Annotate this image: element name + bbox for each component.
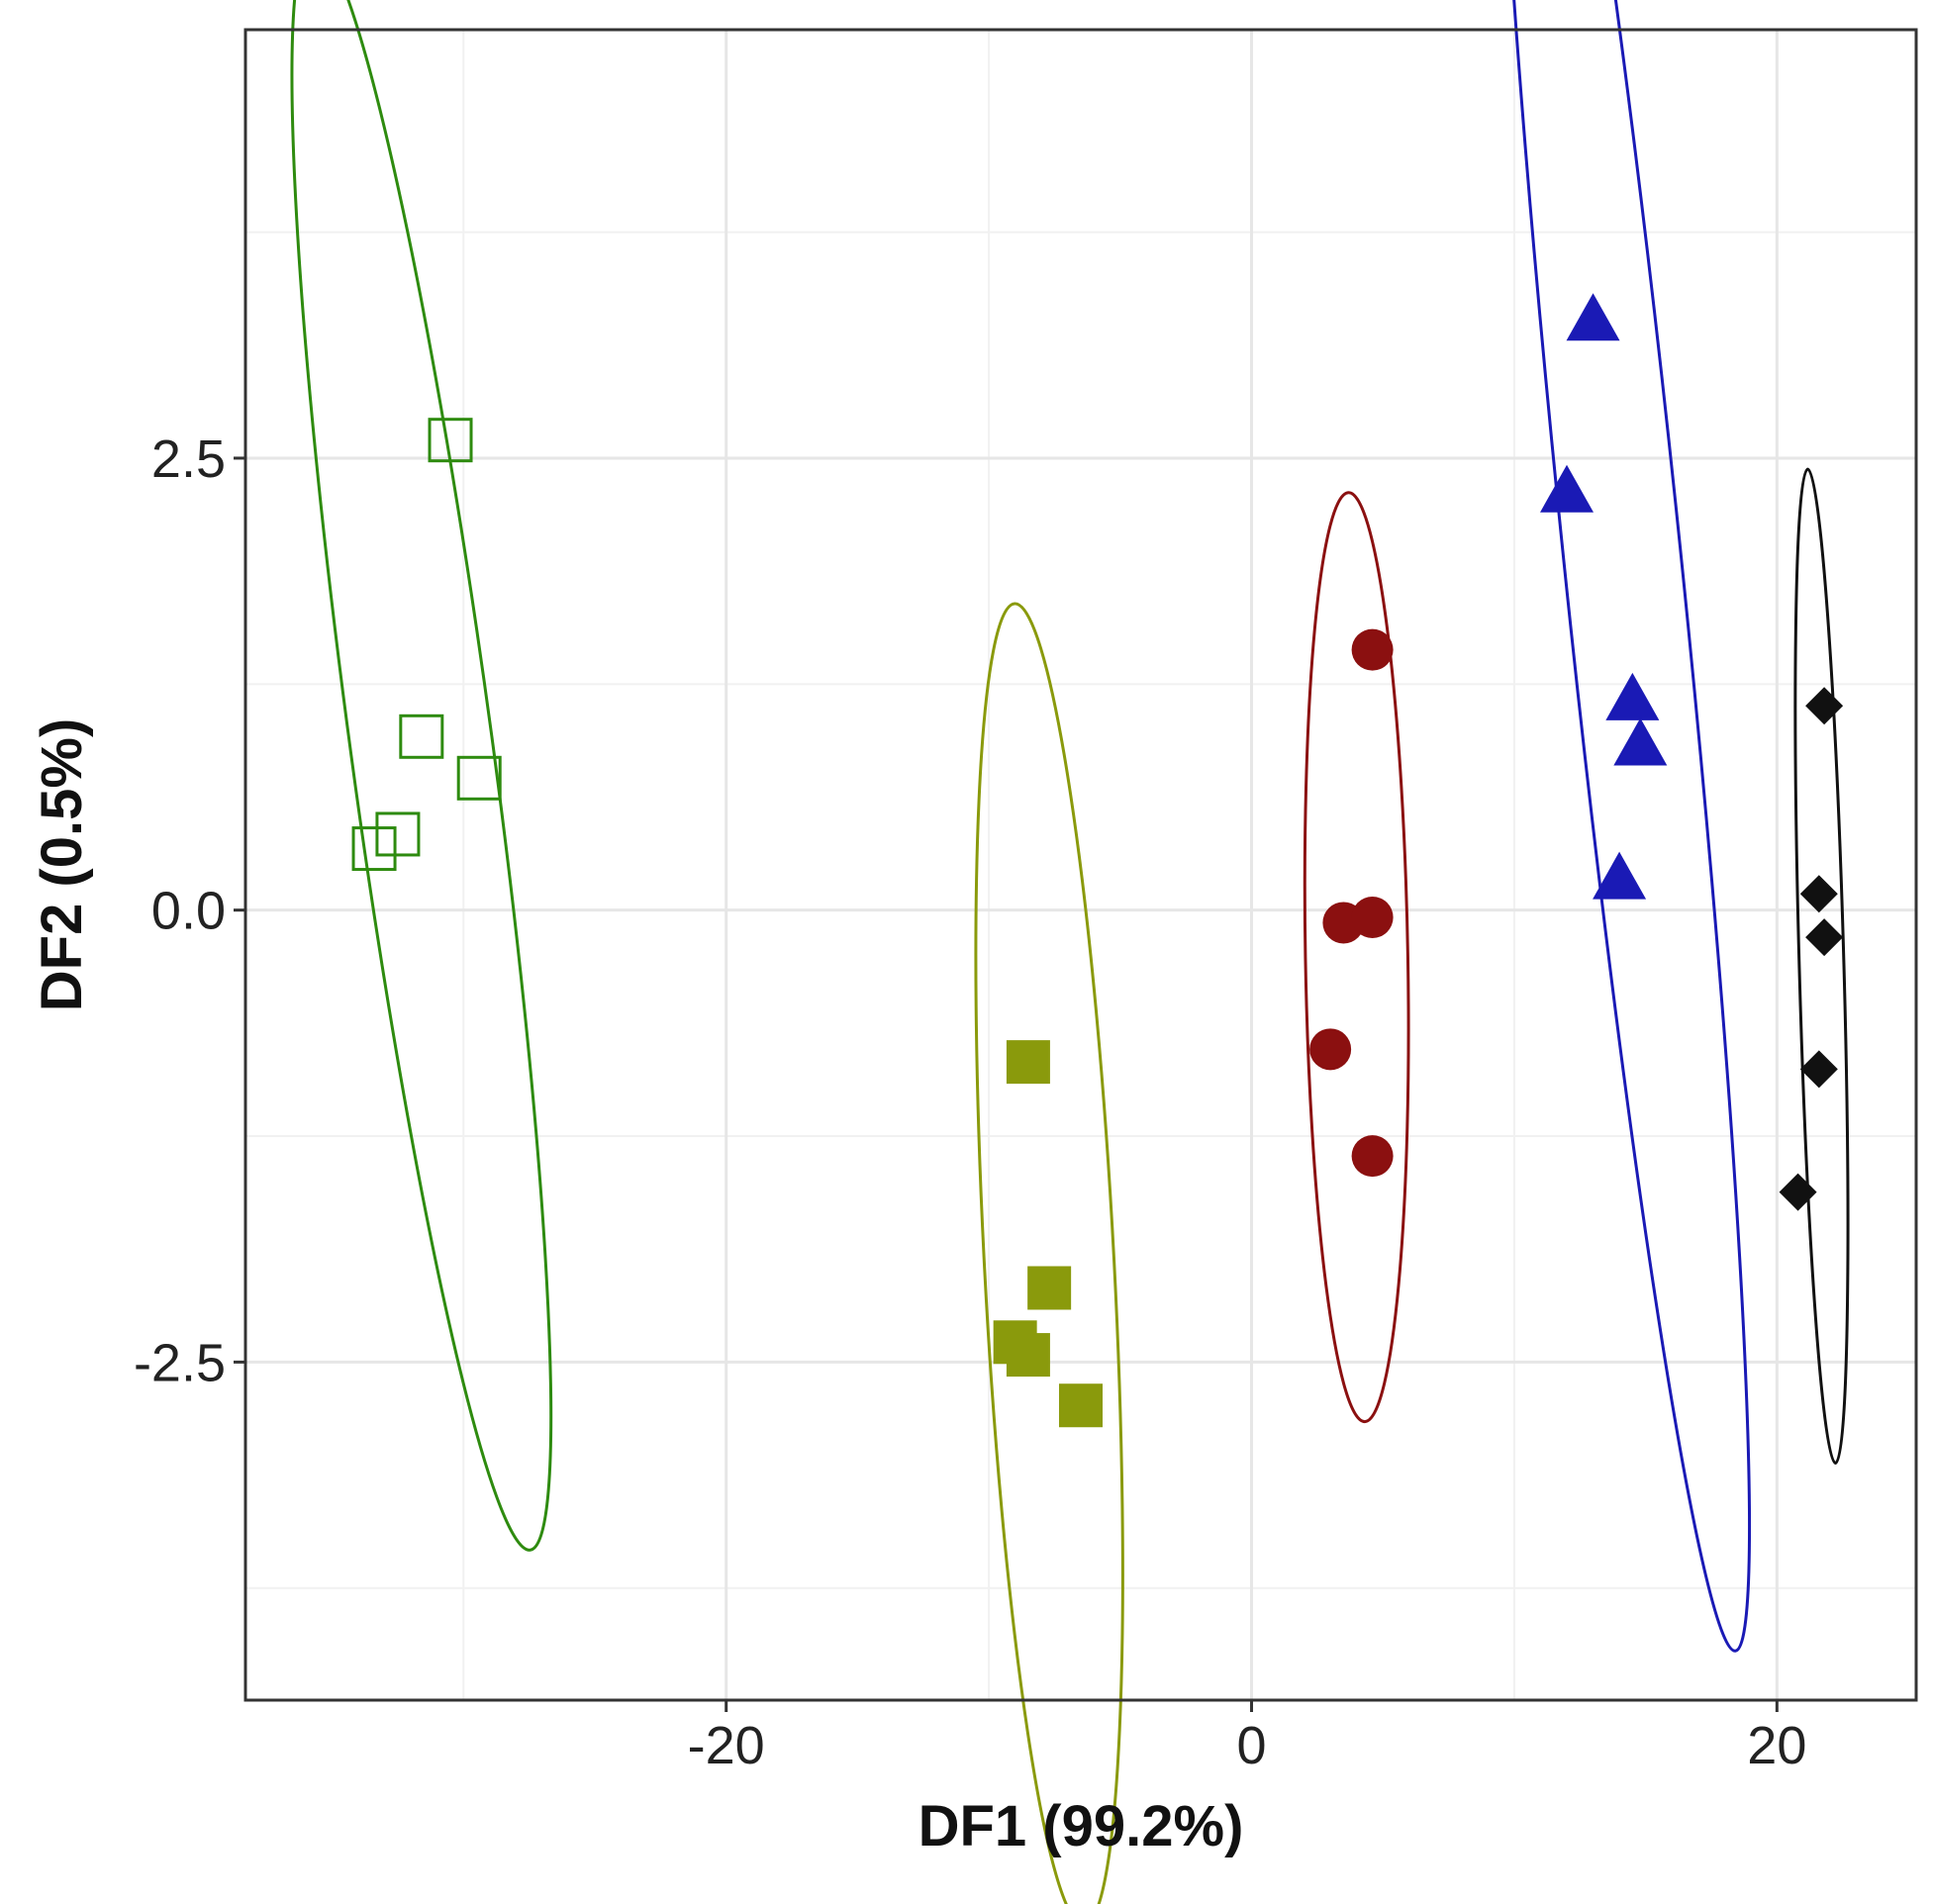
confidence-ellipses — [290, 0, 1850, 1904]
x-tick-label: 20 — [1747, 1716, 1806, 1775]
group-3-point — [1351, 628, 1394, 671]
group-4-point — [1593, 851, 1647, 900]
group-4-point — [1540, 464, 1595, 513]
group-4-point — [1605, 672, 1660, 720]
data-points — [351, 293, 1844, 1428]
group-3-ellipse — [1303, 491, 1410, 1424]
group-5-ellipse — [1793, 467, 1850, 1465]
group-3-point — [1351, 896, 1394, 938]
y-tick-label: 0.0 — [151, 882, 226, 941]
y-axis-title: DF2 (0.5%) — [30, 718, 94, 1012]
x-axis-ticks: -20 0 20 — [688, 1700, 1806, 1775]
group-2-point — [1027, 1266, 1072, 1310]
group-3-point — [1309, 1028, 1352, 1071]
group-5-point — [1799, 875, 1838, 913]
group-2-ellipse — [974, 602, 1124, 1904]
group-1-point — [351, 826, 397, 872]
group-4-point — [1613, 717, 1668, 766]
group-5-point — [1805, 687, 1844, 725]
group-1-point — [375, 811, 421, 857]
group-1-ellipse — [290, 0, 553, 1552]
plot-border — [243, 28, 1918, 1702]
x-axis-title: DF1 (99.2%) — [918, 1794, 1244, 1858]
y-tick-label: 2.5 — [151, 429, 226, 489]
major-gridlines — [245, 30, 1916, 1700]
minor-gridlines — [245, 30, 1916, 1700]
group-5-point — [1779, 1173, 1817, 1211]
x-tick-label: -20 — [688, 1716, 765, 1775]
group-2-point — [1059, 1383, 1103, 1428]
x-tick-label: 0 — [1236, 1716, 1266, 1775]
group-1-point — [456, 755, 502, 801]
group-4-point — [1566, 293, 1620, 341]
group-1-point — [428, 418, 473, 463]
group-2-point — [1006, 1333, 1050, 1378]
group-3-point — [1351, 1135, 1394, 1178]
group-4-ellipse — [1493, 0, 1752, 1653]
group-5-point — [1805, 918, 1844, 957]
group-2-point — [1006, 1040, 1050, 1085]
group-1-point — [399, 714, 444, 759]
y-tick-label: -2.5 — [134, 1333, 226, 1392]
y-axis-ticks: 2.5 0.0 -2.5 — [134, 429, 245, 1392]
group-5-point — [1799, 1050, 1838, 1089]
